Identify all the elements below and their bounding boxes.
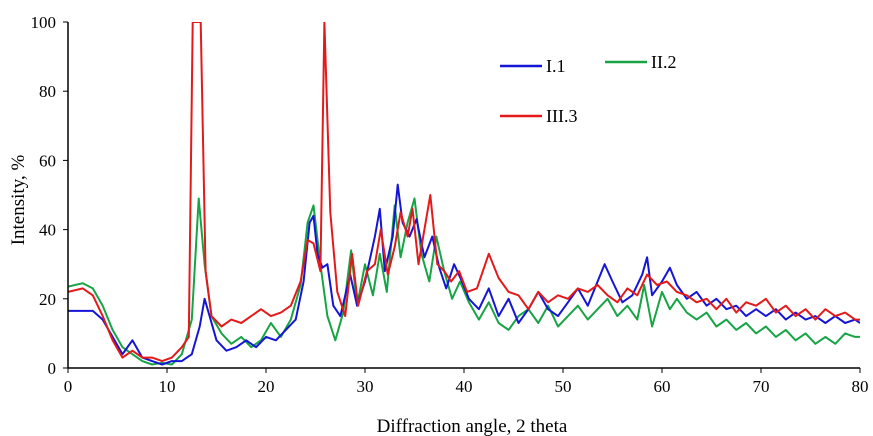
x-tick-label: 30 — [357, 377, 374, 396]
series-line-I-1 — [68, 183, 860, 366]
legend-entry-II-2: II.2 — [605, 52, 677, 72]
x-axis-title: Diffraction angle, 2 theta — [377, 416, 568, 436]
x-tick-label: 60 — [654, 377, 671, 396]
x-tick-label: 10 — [159, 377, 176, 396]
x-tick-label: 40 — [456, 377, 473, 396]
axes-layer — [63, 21, 861, 373]
x-tick-label: 50 — [555, 377, 572, 396]
legend-label-I-1: I.1 — [546, 56, 566, 76]
x-tick-label: 80 — [852, 377, 869, 396]
y-tick-label: 80 — [39, 82, 56, 101]
y-axis-title: Intensity, % — [8, 155, 29, 246]
x-tick-label: 0 — [64, 377, 73, 396]
x-tick-labels: 0 10 20 30 40 50 60 70 80 — [64, 377, 869, 396]
y-tick-label: 100 — [31, 13, 57, 32]
legend-label-II-2: II.2 — [651, 52, 677, 72]
series-layer — [68, 22, 860, 366]
legend-entry-I-1: I.1 — [500, 56, 566, 76]
x-tick-label: 70 — [753, 377, 770, 396]
legend-label-III-3: III.3 — [546, 106, 577, 126]
y-tick-label: 60 — [39, 151, 56, 170]
y-tick-label: 0 — [48, 359, 57, 378]
y-tick-label: 20 — [39, 290, 56, 309]
legend-entry-III-3: III.3 — [500, 106, 577, 126]
y-tick-label: 40 — [39, 221, 56, 240]
legend: I.1 II.2 III.3 — [500, 52, 677, 126]
y-tick-labels: 0 20 40 60 80 100 — [31, 13, 57, 378]
x-tick-label: 20 — [258, 377, 275, 396]
series-line-III-3 — [68, 22, 860, 363]
